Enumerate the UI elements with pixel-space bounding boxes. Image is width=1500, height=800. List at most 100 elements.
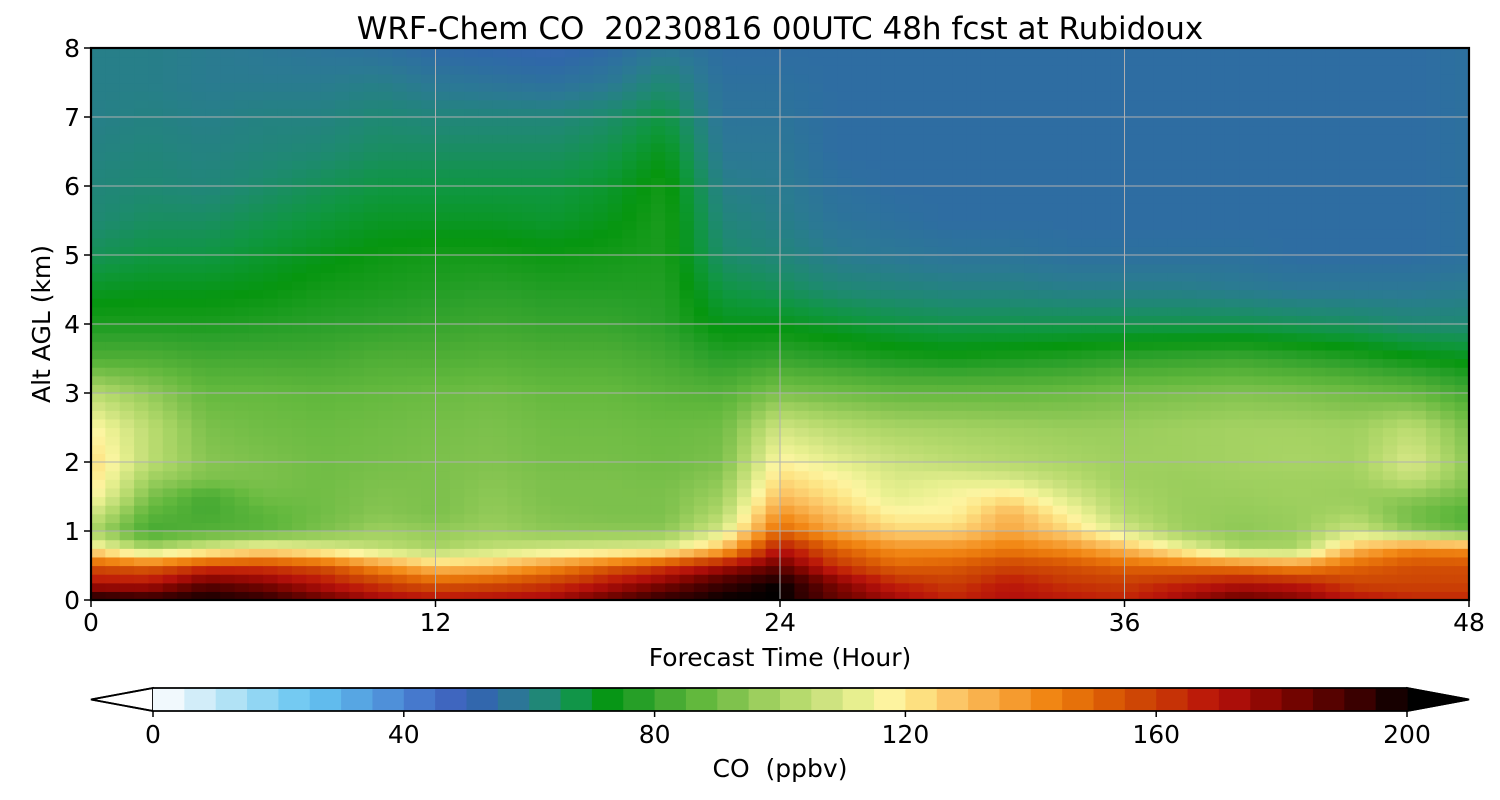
heatmap-cell: [1224, 349, 1240, 360]
heatmap-cell: [622, 186, 638, 196]
heatmap-cell: [1224, 427, 1240, 437]
heatmap-cell: [406, 462, 422, 472]
heatmap-cell: [449, 496, 465, 506]
heatmap-cell: [1038, 349, 1054, 360]
heatmap-cell: [320, 531, 336, 541]
heatmap-cell: [1210, 306, 1226, 316]
heatmap-cell: [665, 263, 681, 273]
heatmap-cell: [177, 427, 193, 437]
heatmap-cell: [980, 315, 996, 325]
heatmap-cell: [1110, 168, 1126, 178]
heatmap-cell: [320, 582, 336, 592]
heatmap-cell: [492, 211, 508, 222]
heatmap-cell: [851, 151, 867, 161]
heatmap-cell: [1296, 531, 1312, 541]
heatmap-cell: [148, 272, 164, 282]
heatmap-cell: [1024, 306, 1039, 316]
heatmap-cell: [966, 453, 982, 463]
heatmap-cell: [1052, 444, 1068, 454]
heatmap-cell: [1454, 151, 1469, 161]
heatmap-cell: [363, 479, 379, 489]
heatmap-cell: [205, 168, 221, 178]
heatmap-cell: [535, 453, 551, 463]
heatmap-cell: [550, 160, 566, 170]
heatmap-cell: [378, 384, 394, 394]
heatmap-cell: [1440, 220, 1456, 230]
heatmap-cell: [148, 298, 164, 308]
heatmap-cell: [162, 513, 178, 523]
heatmap-cell: [693, 367, 709, 377]
heatmap-cell: [1196, 531, 1212, 541]
heatmap-cell: [1454, 505, 1469, 515]
heatmap-cell: [1153, 341, 1169, 351]
heatmap-cell: [880, 186, 896, 196]
heatmap-cell: [248, 418, 264, 429]
heatmap-cell: [1024, 160, 1039, 170]
heatmap-cell: [162, 246, 178, 256]
heatmap-cell: [162, 289, 178, 299]
heatmap-cell: [923, 289, 939, 299]
heatmap-cell: [521, 591, 537, 600]
heatmap-cell: [1038, 203, 1054, 213]
heatmap-cell: [335, 324, 350, 334]
heatmap-cell: [665, 151, 681, 161]
heatmap-cell: [449, 591, 465, 600]
heatmap-cell: [449, 401, 465, 411]
heatmap-cell: [923, 436, 939, 446]
heatmap-cell: [205, 496, 221, 506]
heatmap-cell: [1224, 401, 1240, 411]
heatmap-cell: [650, 177, 666, 187]
heatmap-cell: [995, 496, 1011, 506]
heatmap-cell: [1253, 401, 1269, 411]
heatmap-cell: [550, 358, 566, 368]
heatmap-cell: [507, 582, 523, 592]
heatmap-cell: [1397, 505, 1413, 515]
heatmap-cell: [564, 151, 580, 161]
heatmap-cell: [1009, 229, 1025, 239]
heatmap-cell: [263, 341, 279, 351]
heatmap-cell: [177, 591, 193, 600]
heatmap-cell: [1038, 487, 1054, 498]
heatmap-cell: [923, 324, 939, 334]
heatmap-cell: [1110, 513, 1126, 523]
heatmap-cell: [679, 177, 695, 187]
heatmap-cell: [880, 427, 896, 437]
heatmap-cell: [234, 220, 250, 230]
heatmap-cell: [564, 418, 580, 429]
heatmap-cell: [277, 513, 293, 523]
heatmap-cell: [1081, 522, 1097, 532]
heatmap-cell: [1339, 418, 1355, 429]
heatmap-cell: [1325, 591, 1341, 600]
heatmap-cell: [909, 418, 925, 429]
heatmap-cell: [91, 272, 106, 282]
heatmap-cell: [1311, 393, 1327, 403]
heatmap-cell: [1181, 531, 1197, 541]
heatmap-cell: [1239, 453, 1255, 463]
heatmap-cell: [1425, 401, 1441, 411]
heatmap-cell: [1224, 298, 1240, 308]
heatmap-cell: [823, 384, 839, 394]
heatmap-cell: [205, 332, 221, 342]
heatmap-cell: [722, 436, 738, 446]
heatmap-cell: [1081, 255, 1097, 265]
heatmap-cell: [105, 142, 121, 153]
heatmap-cell: [1081, 194, 1097, 204]
heatmap-cell: [162, 237, 178, 247]
heatmap-cell: [693, 393, 709, 403]
heatmap-cell: [1038, 220, 1054, 230]
heatmap-cell: [722, 289, 738, 299]
heatmap-cell: [464, 487, 480, 498]
heatmap-cell: [1210, 324, 1226, 334]
heatmap-cell: [1095, 539, 1111, 549]
heatmap-cell: [765, 496, 781, 506]
heatmap-cell: [478, 427, 494, 437]
heatmap-cell: [1210, 237, 1226, 247]
heatmap-cell: [478, 453, 494, 463]
heatmap-cell: [1368, 418, 1384, 429]
heatmap-cell: [1224, 531, 1240, 541]
heatmap-cell: [1268, 591, 1283, 600]
heatmap-cell: [277, 410, 293, 420]
heatmap-cell: [1339, 375, 1355, 385]
heatmap-cell: [162, 220, 178, 230]
heatmap-cell: [1296, 168, 1312, 178]
